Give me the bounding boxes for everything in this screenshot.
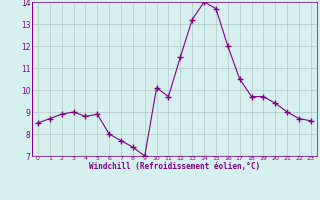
X-axis label: Windchill (Refroidissement éolien,°C): Windchill (Refroidissement éolien,°C) xyxy=(89,162,260,171)
